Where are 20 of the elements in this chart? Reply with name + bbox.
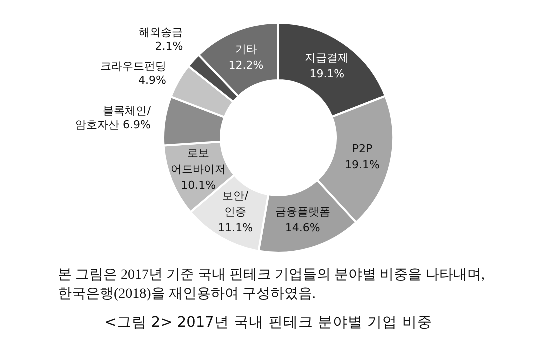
text: 한국은행(2018)을 재인용하여 구성하였음. <box>58 286 317 304</box>
slice-label: 로보 어드바이저 <box>171 147 226 176</box>
text: 본 그림은 2017년 기준 국내 핀테크 기업들의 분야별 비중을 나타내며, <box>58 267 486 285</box>
data-label: 14.6% <box>285 222 320 235</box>
slice-label: 금융플랫폼 <box>275 206 330 219</box>
slice-label: 기타 <box>235 42 258 56</box>
data-label: 19.1% <box>345 158 380 172</box>
slice-label: 크라우드펀딩 <box>100 60 167 73</box>
data-label: 10.1% <box>181 179 216 192</box>
slice-label: 지급결제 <box>305 52 350 65</box>
data-label: 2.1% <box>155 40 184 53</box>
slice-label: 블록체인/암호자산 6.9% <box>75 104 152 132</box>
data-label: 19.1% <box>310 68 345 81</box>
data-label: 4.9% <box>138 74 167 87</box>
slice-label: 해외송금 <box>139 26 184 39</box>
data-label: 11.1% <box>218 222 254 235</box>
slice-label: P2P <box>352 142 374 156</box>
text: <그림 2> 2017년 국내 핀테크 분야별 기업 비중 <box>104 314 434 332</box>
slice-label: 보안/인증 <box>222 190 249 219</box>
data-label: 12.2% <box>228 58 264 72</box>
